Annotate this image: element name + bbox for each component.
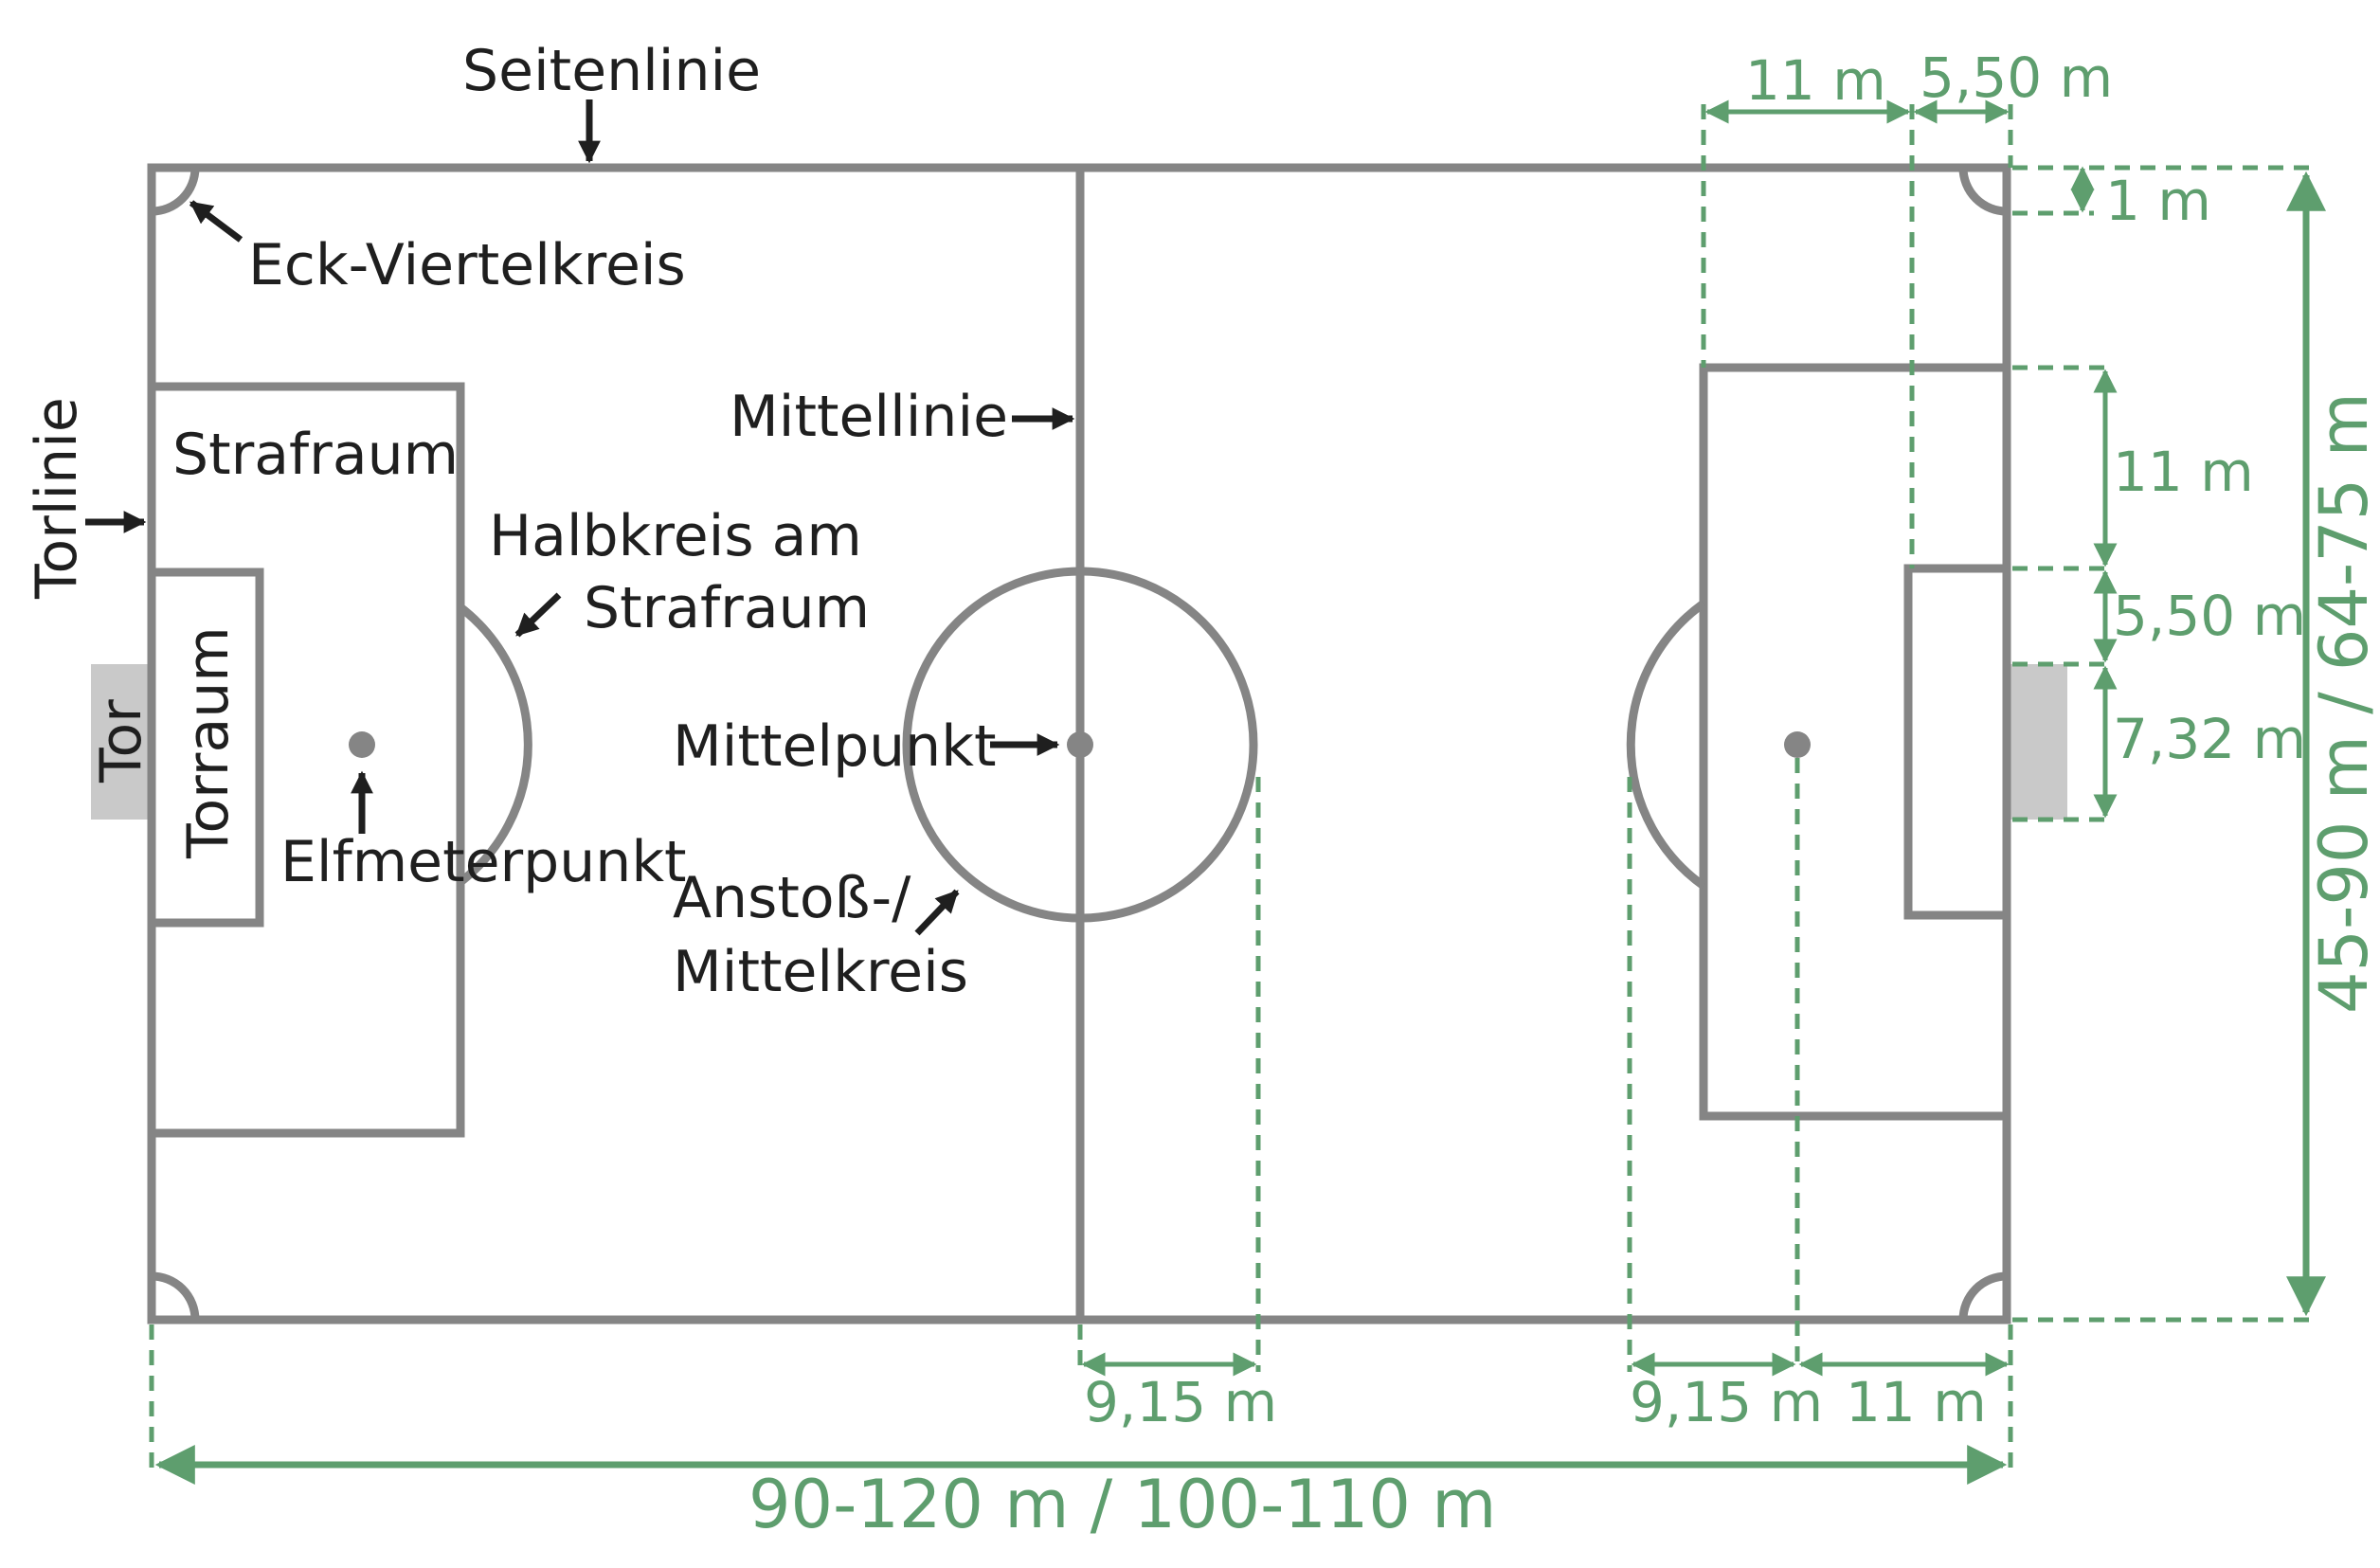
right-penalty-area (1699, 363, 2011, 1121)
dimension-guides (149, 104, 2312, 1473)
dim-field-length: 90-120 m / 100-110 m (748, 1466, 1496, 1543)
dimension-labels: 11 m 5,50 m 1 m 11 m 5,50 m 7,32 m 9,15 … (748, 45, 2380, 1543)
mittellinie-label: Mittellinie (730, 384, 1008, 450)
corner-arc-top-left (151, 167, 200, 216)
corner-arc-top-right (1958, 167, 2008, 216)
dimension-arrows (154, 99, 2326, 1485)
strafraum-label: Strafraum (172, 422, 459, 488)
dim-corner-radius: 1 m (2105, 169, 2211, 233)
seitenlinie-label: Seitenlinie (462, 38, 761, 104)
torlinie-label: Torlinie (24, 397, 90, 600)
pointer-arrows (85, 99, 1075, 936)
dim-penalty-depth: 11 m (1745, 48, 1886, 113)
dim-field-width: 45-90 m / 64-75 m (2305, 392, 2380, 1014)
left-goal-area (147, 568, 264, 928)
center-spot (1067, 731, 1093, 758)
right-penalty-spot (1784, 731, 1811, 758)
right-goal-area (1903, 564, 2011, 920)
left-penalty-spot (349, 731, 375, 758)
dim-penalty-offset: 11 m (2113, 440, 2254, 504)
dim-goal-width: 7,32 m (2113, 707, 2306, 771)
corner-arc-bottom-left (151, 1271, 200, 1321)
field-labels: Seitenlinie Eck-Viertelkreis Torlinie St… (24, 38, 1008, 1005)
anstoss-arrow (914, 889, 960, 936)
dim-penalty-spot-distance: 11 m (1846, 1370, 1987, 1434)
dim-center-radius: 9,15 m (1084, 1370, 1277, 1434)
dim-arc-radius: 9,15 m (1630, 1370, 1823, 1434)
field-markings (147, 163, 2011, 1325)
left-penalty-arc (458, 604, 532, 886)
halbkreis-label-line2: Strafraum (584, 575, 870, 641)
anstoss-label-line1: Anstoß-/ (673, 865, 911, 931)
eck-viertelkreis-label: Eck-Viertelkreis (248, 232, 686, 298)
dim-goal-area-offset: 5,50 m (2113, 584, 2306, 648)
torraum-label: Torraum (175, 626, 242, 859)
right-penalty-arc (1626, 600, 1706, 890)
anstoss-label-line2: Mittelkreis (673, 939, 968, 1005)
halbkreis-arrow (514, 592, 562, 638)
tor-label: Tor (88, 699, 154, 784)
corner-arc-bottom-right (1958, 1271, 2008, 1321)
elfmeterpunkt-label: Elfmeterpunkt (280, 829, 687, 895)
mittelpunkt-label: Mittelpunkt (673, 713, 996, 780)
dim-goal-area-depth: 5,50 m (1920, 45, 2113, 110)
halbkreis-label-line1: Halbkreis am (489, 503, 862, 569)
eck-viertelkreis-arrow (189, 200, 243, 243)
right-goal (2007, 664, 2067, 820)
center-circle (902, 567, 1258, 923)
left-goal (91, 664, 150, 820)
